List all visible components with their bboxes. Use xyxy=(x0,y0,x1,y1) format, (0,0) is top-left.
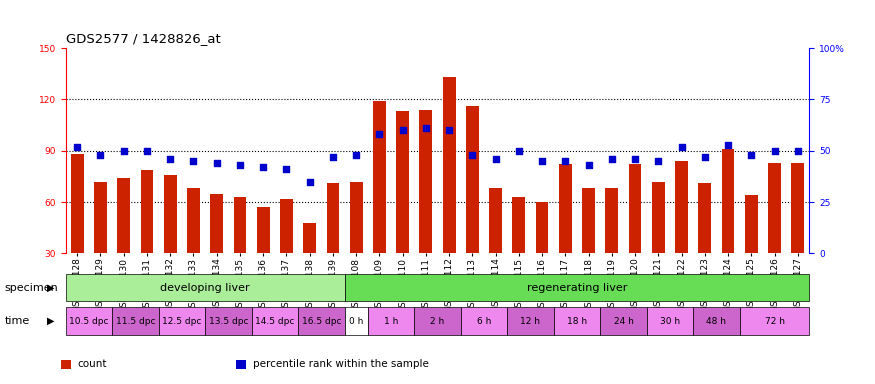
Bar xyxy=(466,106,479,253)
Point xyxy=(558,158,572,164)
Point xyxy=(675,144,689,150)
Point xyxy=(721,141,735,147)
Bar xyxy=(628,164,641,253)
Point xyxy=(419,125,433,131)
Point xyxy=(745,152,759,158)
Point xyxy=(466,152,480,158)
Bar xyxy=(791,163,804,253)
Bar xyxy=(304,223,316,253)
Bar xyxy=(559,164,571,253)
Point xyxy=(605,156,619,162)
Point xyxy=(628,156,642,162)
Text: 13.5 dpc: 13.5 dpc xyxy=(208,316,248,326)
Text: 10.5 dpc: 10.5 dpc xyxy=(69,316,108,326)
Bar xyxy=(71,154,84,253)
Bar xyxy=(280,199,293,253)
Bar xyxy=(141,170,153,253)
Point xyxy=(373,131,387,137)
Point xyxy=(582,162,596,168)
Point xyxy=(697,154,711,160)
Text: 12.5 dpc: 12.5 dpc xyxy=(162,316,201,326)
Point xyxy=(140,148,154,154)
Bar xyxy=(117,178,130,253)
Point xyxy=(396,127,410,133)
Point xyxy=(116,148,130,154)
Point xyxy=(186,158,200,164)
Text: 24 h: 24 h xyxy=(613,316,634,326)
Text: 12 h: 12 h xyxy=(521,316,541,326)
Text: 14.5 dpc: 14.5 dpc xyxy=(255,316,295,326)
Point xyxy=(303,179,317,185)
Point xyxy=(488,156,502,162)
Bar xyxy=(513,197,525,253)
Bar xyxy=(768,163,780,253)
Text: GDS2577 / 1428826_at: GDS2577 / 1428826_at xyxy=(66,32,220,45)
Text: 30 h: 30 h xyxy=(660,316,680,326)
Bar xyxy=(745,195,758,253)
Bar xyxy=(652,182,665,253)
Bar xyxy=(94,182,107,253)
Point xyxy=(233,162,247,168)
Text: 1 h: 1 h xyxy=(384,316,398,326)
Point xyxy=(210,160,224,166)
Text: time: time xyxy=(4,316,30,326)
Bar xyxy=(676,161,688,253)
Bar xyxy=(582,189,595,253)
Point xyxy=(349,152,363,158)
Text: 2 h: 2 h xyxy=(430,316,444,326)
Point xyxy=(326,154,340,160)
Text: 11.5 dpc: 11.5 dpc xyxy=(116,316,155,326)
Text: 0 h: 0 h xyxy=(349,316,363,326)
Point xyxy=(442,127,456,133)
Text: 6 h: 6 h xyxy=(477,316,491,326)
Bar xyxy=(443,77,456,253)
Bar xyxy=(536,202,549,253)
Text: specimen: specimen xyxy=(4,283,58,293)
Point xyxy=(512,148,526,154)
Point xyxy=(164,156,178,162)
Text: ▶: ▶ xyxy=(47,316,54,326)
Point xyxy=(651,158,665,164)
Bar xyxy=(164,175,177,253)
Point xyxy=(256,164,270,170)
Bar xyxy=(606,189,619,253)
Bar xyxy=(722,149,734,253)
Point xyxy=(279,166,293,172)
Text: count: count xyxy=(78,359,108,369)
Point xyxy=(70,144,84,150)
Bar xyxy=(373,101,386,253)
Bar xyxy=(234,197,247,253)
Text: regenerating liver: regenerating liver xyxy=(527,283,627,293)
Point xyxy=(791,148,805,154)
Bar xyxy=(210,194,223,253)
Bar xyxy=(326,183,340,253)
Point xyxy=(536,158,550,164)
Point xyxy=(767,148,781,154)
Text: 18 h: 18 h xyxy=(567,316,587,326)
Text: 48 h: 48 h xyxy=(706,316,726,326)
Bar xyxy=(489,189,502,253)
Point xyxy=(94,152,108,158)
Text: developing liver: developing liver xyxy=(160,283,250,293)
Bar xyxy=(396,111,409,253)
Text: 16.5 dpc: 16.5 dpc xyxy=(302,316,341,326)
Text: ▶: ▶ xyxy=(47,283,54,293)
Bar xyxy=(419,110,432,253)
Bar xyxy=(350,182,362,253)
Bar xyxy=(187,189,200,253)
Bar xyxy=(698,183,711,253)
Bar xyxy=(256,207,270,253)
Text: percentile rank within the sample: percentile rank within the sample xyxy=(253,359,429,369)
Text: 72 h: 72 h xyxy=(765,316,785,326)
